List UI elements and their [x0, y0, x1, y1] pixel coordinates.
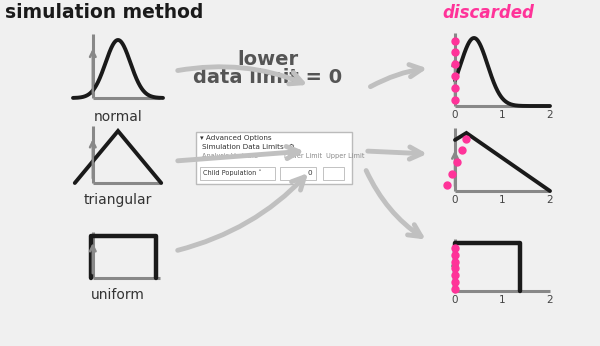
Text: 0: 0 [452, 295, 458, 305]
Text: Child Population ˅: Child Population ˅ [203, 170, 262, 176]
Text: 1: 1 [499, 110, 506, 120]
Text: normal: normal [94, 110, 142, 124]
Text: 2: 2 [547, 295, 553, 305]
Text: ▾ Advanced Options: ▾ Advanced Options [200, 135, 272, 141]
Text: triangular: triangular [84, 193, 152, 207]
FancyBboxPatch shape [200, 167, 275, 180]
Text: Upper Limit: Upper Limit [326, 153, 365, 159]
Text: discarded: discarded [442, 4, 534, 22]
Text: uniform: uniform [91, 288, 145, 302]
Text: 1: 1 [499, 195, 506, 205]
Text: Analysis Variable: Analysis Variable [202, 153, 258, 159]
Text: 2: 2 [547, 110, 553, 120]
Text: 0: 0 [452, 110, 458, 120]
Text: lower: lower [238, 50, 299, 69]
Text: simulation method: simulation method [5, 3, 203, 22]
FancyBboxPatch shape [196, 132, 352, 184]
Text: data limit = 0: data limit = 0 [193, 68, 343, 87]
Text: Simulation Data Limits  ⚙: Simulation Data Limits ⚙ [202, 144, 295, 150]
Text: 0: 0 [307, 170, 312, 176]
FancyBboxPatch shape [323, 167, 344, 180]
Text: 0: 0 [452, 195, 458, 205]
Text: 2: 2 [547, 195, 553, 205]
Text: Lower Limit: Lower Limit [284, 153, 322, 159]
FancyBboxPatch shape [280, 167, 316, 180]
Text: 1: 1 [499, 295, 506, 305]
